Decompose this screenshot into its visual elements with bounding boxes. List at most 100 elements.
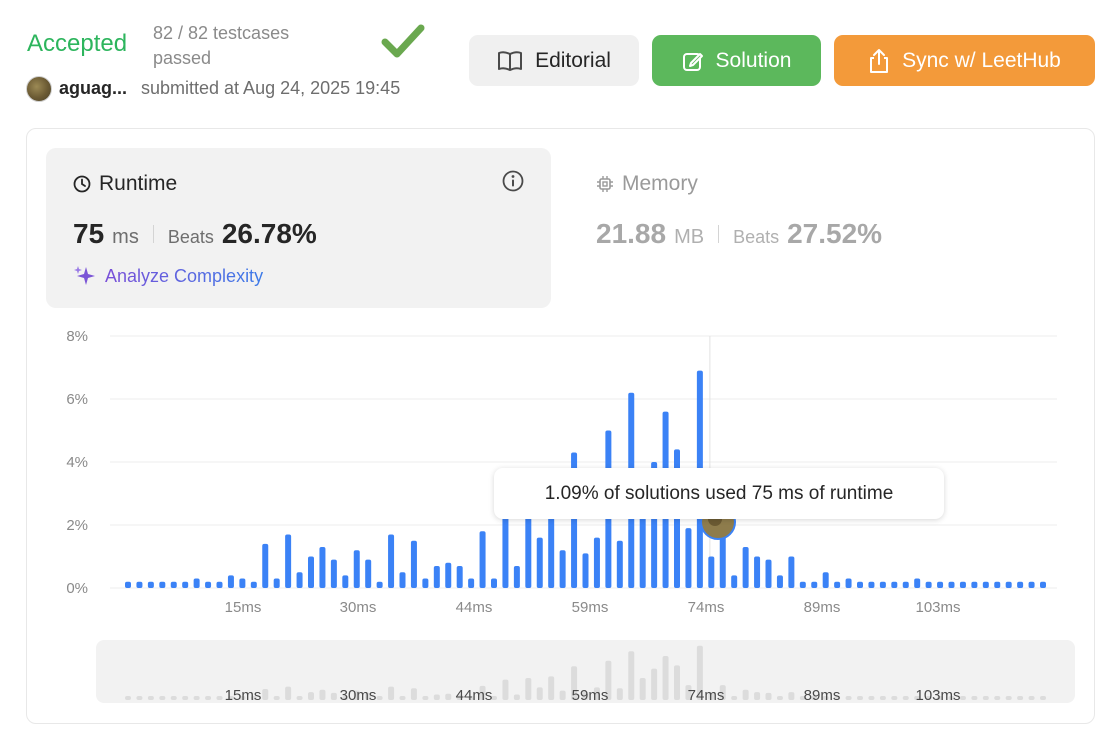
runtime-title: Runtime (73, 172, 177, 196)
chart-bar (1028, 581, 1035, 588)
chart-bar (388, 534, 395, 588)
chart-bar (708, 556, 715, 588)
sync-leethub-button[interactable]: Sync w/ LeetHub (834, 35, 1095, 86)
mini-bar (239, 696, 246, 700)
solution-button[interactable]: Solution (652, 35, 821, 86)
mini-bar (296, 696, 303, 700)
chart-bar (559, 550, 566, 588)
y-tick-label: 8% (66, 328, 88, 345)
x-tick-label: 103ms (915, 599, 960, 616)
mini-bar (193, 696, 200, 700)
username[interactable]: aguag... (59, 78, 128, 98)
mini-bar (765, 692, 772, 700)
mini-bar (1017, 696, 1024, 700)
avatar[interactable] (26, 76, 52, 102)
chart-bar (296, 572, 303, 588)
chart-bar (536, 537, 543, 588)
chart-bar (788, 556, 795, 588)
chart-bar (914, 578, 921, 588)
runtime-value: 75 (73, 218, 105, 249)
memory-beats-label: Beats (733, 227, 780, 247)
chart-bar (308, 556, 314, 588)
chart-bar (479, 531, 486, 588)
y-tick-label: 6% (66, 391, 88, 408)
x-tick-label: 89ms (804, 599, 841, 616)
chart-bar (593, 537, 600, 588)
mini-bar (136, 696, 143, 700)
divider (152, 225, 154, 243)
mini-bar (353, 690, 360, 700)
chart-bar (285, 534, 292, 588)
mini-bar (1005, 696, 1012, 700)
clock-icon (73, 175, 91, 193)
chart-bar (410, 540, 417, 588)
mini-bar (628, 651, 635, 700)
chart-bar (845, 578, 852, 588)
mini-bar (971, 696, 978, 700)
mini-bar (685, 685, 692, 700)
mini-bar (605, 660, 612, 700)
chart-bar (799, 581, 806, 588)
runtime-unit: ms (112, 226, 139, 248)
mini-bar (433, 694, 440, 700)
mini-bar (731, 696, 738, 700)
runtime-panel[interactable] (46, 148, 551, 308)
mini-bar (445, 693, 452, 700)
mini-bar (696, 645, 703, 700)
mini-bar (891, 696, 898, 700)
chart-bar (491, 578, 497, 588)
memory-title-label: Memory (622, 172, 698, 195)
chart-bar (399, 572, 406, 588)
chart-bar (525, 499, 532, 588)
mini-x-label: 89ms (804, 687, 841, 704)
mini-bar (616, 688, 623, 700)
chart-bar (639, 499, 646, 588)
editorial-button[interactable]: Editorial (469, 35, 639, 86)
mini-bar (742, 689, 749, 700)
chart-bar (445, 562, 452, 588)
mini-bar (376, 696, 383, 700)
mini-bar (330, 692, 337, 700)
testcases-passed: 82 / 82 testcases passed (153, 23, 290, 68)
mini-bar (170, 696, 177, 700)
mini-bar (822, 696, 829, 700)
mini-bar (719, 685, 726, 700)
mini-bar (914, 696, 921, 700)
chart-bar (182, 581, 189, 588)
mini-bar (593, 687, 600, 700)
chart-bar (776, 575, 783, 588)
mini-bar (227, 696, 234, 700)
memory-title[interactable]: Memory (596, 172, 698, 196)
mini-bar (285, 686, 292, 700)
chart-bar (994, 581, 1001, 588)
mini-bar (788, 692, 795, 700)
chart-tooltip: 1.09% of solutions used 75 ms of runtime (494, 468, 944, 519)
mini-x-label: 30ms (340, 687, 377, 704)
chart-bar (205, 581, 212, 588)
mini-bar (422, 696, 429, 700)
analyze-complexity-link[interactable]: Analyze Complexity (73, 264, 263, 288)
runtime-beats-label: Beats (167, 227, 214, 247)
chart-bar (754, 556, 761, 588)
mini-bar (456, 694, 463, 700)
chart-bar (365, 559, 372, 588)
mini-bar (879, 696, 886, 700)
chart-bar (125, 581, 131, 588)
mini-bar (857, 696, 863, 700)
chart-bar (948, 581, 955, 588)
chart-bar (982, 581, 989, 588)
chart-bar (879, 581, 886, 588)
chart-bar (616, 540, 623, 588)
chart-bar (937, 581, 944, 588)
divider (718, 225, 720, 243)
chart-bar (834, 581, 841, 588)
chart-bar (959, 581, 966, 588)
mini-bar (491, 696, 497, 700)
mini-bar (937, 696, 944, 700)
info-icon[interactable] (501, 169, 525, 193)
mini-x-label: 74ms (688, 687, 725, 704)
chart-bar (330, 559, 337, 588)
chart-bar (468, 578, 475, 588)
mini-bar (868, 696, 875, 700)
